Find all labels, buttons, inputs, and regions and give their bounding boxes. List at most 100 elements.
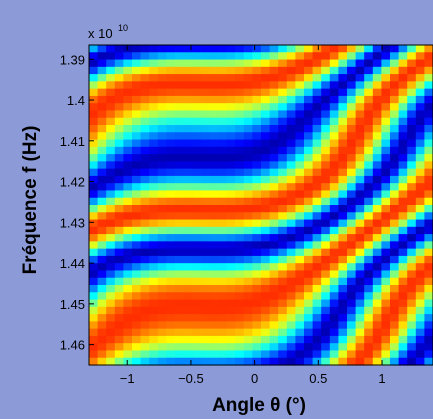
heatmap-cell [218,103,228,112]
heatmap-cell [312,263,322,272]
heatmap-cell [157,350,167,359]
heatmap-cell [415,74,425,82]
heatmap-cell [261,146,271,155]
heatmap-cell [218,66,228,75]
heatmap-cell [166,154,176,162]
heatmap-cell [415,139,425,148]
heatmap-cell [347,175,357,184]
x-tick-label: −1 [120,371,135,386]
heatmap-cell [355,248,365,257]
heatmap-cell [243,306,253,315]
heatmap-cell [157,241,167,250]
heatmap-cell [364,117,374,126]
heatmap-cell [89,328,99,337]
heatmap-cell [218,285,228,293]
heatmap-cell [390,219,400,228]
heatmap-cell [295,219,305,228]
heatmap-cell [114,110,124,119]
heatmap-cell [304,81,314,90]
heatmap-cell [286,306,296,315]
heatmap-cell [166,299,176,308]
heatmap-cell [97,59,107,68]
heatmap-cell [329,74,339,82]
heatmap-cell [415,248,425,257]
heatmap-cell [269,335,279,344]
heatmap-cell [424,125,433,133]
heatmap-cell [415,314,425,322]
heatmap-cell [338,154,348,162]
heatmap-cell [114,197,124,206]
heatmap-cell [200,154,210,162]
heatmap-cell [329,263,339,272]
heatmap-cell [295,263,305,272]
heatmap-cell [200,270,210,279]
heatmap-cell [243,88,253,97]
heatmap-cell [192,190,202,199]
heatmap-cell [312,270,322,279]
heatmap-cell [312,190,322,199]
heatmap-cell [106,88,116,97]
heatmap-cell [106,306,116,315]
heatmap-cell [312,168,322,177]
heatmap-cell [157,314,167,322]
heatmap-cell [338,226,348,235]
y-axis-ticks: 1.391.41.411.421.431.441.451.46 [60,52,94,353]
heatmap-cell [364,299,374,308]
heatmap-cell [415,125,425,133]
heatmap-cell [89,314,99,322]
heatmap-cell [312,212,322,221]
heatmap-cell [338,292,348,301]
y-exponent-superscript: 10 [118,23,128,33]
heatmap-cell [372,190,382,199]
heatmap-cell [329,139,339,148]
heatmap-cell [355,74,365,82]
heatmap-cell [398,59,408,68]
heatmap-cell [114,212,124,221]
heatmap-cell [398,183,408,192]
heatmap-cell [329,117,339,126]
heatmap-cell [175,205,185,213]
heatmap-cell [278,59,288,68]
heatmap-cell [166,205,176,213]
heatmap-cell [355,306,365,315]
heatmap-cell [372,161,382,170]
heatmap-cell [175,52,185,61]
heatmap-cell [398,125,408,133]
heatmap-cell [372,277,382,286]
heatmap-cell [175,241,185,250]
heatmap-cell [192,125,202,133]
heatmap-cell [415,226,425,235]
heatmap-cell [304,357,314,366]
heatmap-cell [114,314,124,322]
heatmap-cell [304,110,314,119]
heatmap-cell [286,146,296,155]
heatmap-cell [269,314,279,322]
heatmap-cell [286,117,296,126]
heatmap-cell [329,255,339,264]
heatmap-cell [407,110,417,119]
heatmap-cell [355,66,365,75]
heatmap-cell [269,139,279,148]
heatmap-cell [321,45,331,53]
heatmap-cell [424,190,433,199]
heatmap-cell [269,212,279,221]
heatmap-cell [407,277,417,286]
heatmap-cell [175,59,185,68]
heatmap-cell [329,321,339,330]
heatmap-cell [269,81,279,90]
heatmap-cell [295,183,305,192]
heatmap-cell [278,139,288,148]
heatmap-cell [424,205,433,213]
heatmap-cell [218,314,228,322]
heatmap-cell [261,125,271,133]
heatmap-cell [329,45,339,53]
heatmap-cell [132,343,142,352]
heatmap-cell [338,146,348,155]
heatmap-cell [364,263,374,272]
heatmap-cell [123,270,133,279]
heatmap-cell [123,74,133,82]
heatmap-cell [269,357,279,366]
heatmap-cell [235,146,245,155]
heatmap-cell [243,357,253,366]
heatmap-cell [278,277,288,286]
